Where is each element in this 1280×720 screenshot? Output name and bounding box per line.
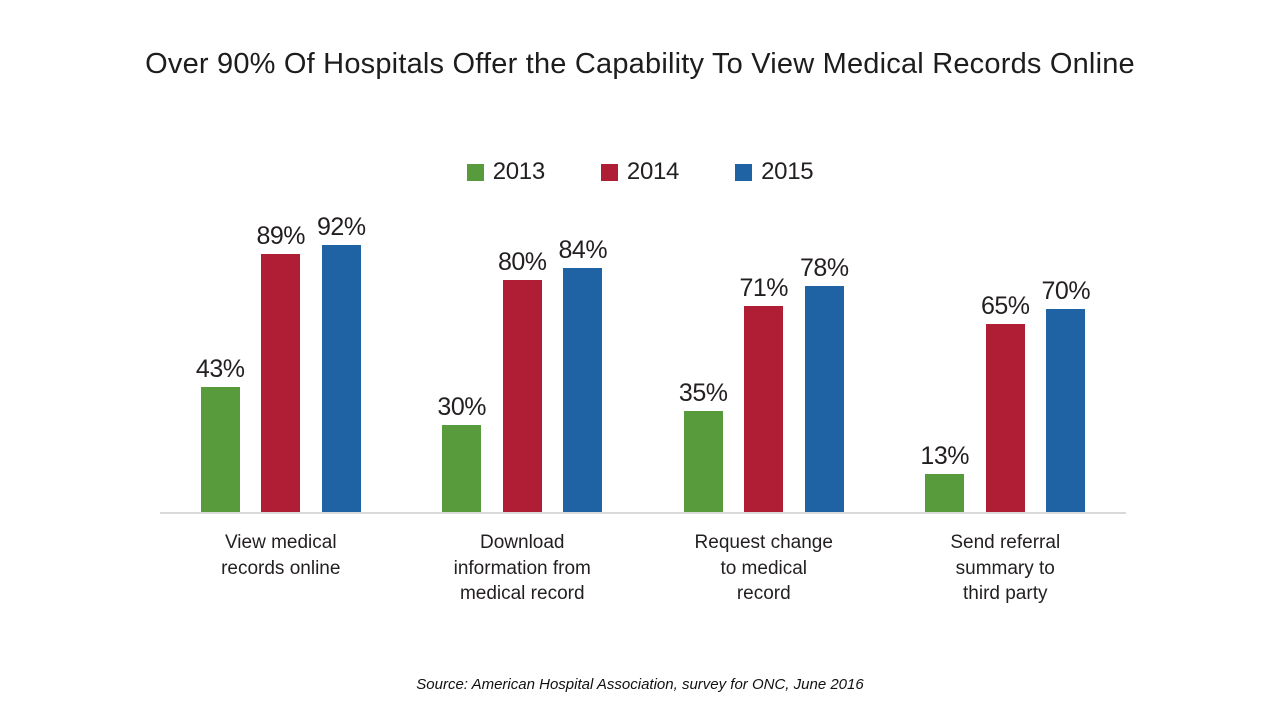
bar-2013	[442, 425, 482, 512]
bar-column: 43%	[196, 222, 245, 512]
bar-value-label: 78%	[800, 253, 849, 282]
bar-column: 78%	[800, 222, 849, 512]
bar-2013	[925, 474, 965, 512]
bar-2015	[804, 285, 844, 512]
bar-column: 65%	[981, 222, 1030, 512]
bar-group: 13% 65% 70%	[885, 222, 1127, 512]
bar-2013	[683, 410, 723, 512]
legend-label: 2013	[492, 158, 546, 185]
bar-value-label: 13%	[920, 442, 969, 471]
legend-swatch-2013	[466, 163, 484, 181]
bar-group: 30% 80% 84%	[402, 222, 644, 512]
bar-2015	[563, 268, 603, 512]
bar-value-label: 43%	[195, 355, 245, 384]
category-axis: View medical records online Download info…	[160, 530, 1126, 607]
bar-column: 71%	[739, 222, 789, 512]
bar-2014	[985, 323, 1025, 512]
bar-chart: 43% 89% 92% 30% 80% 84% 35% 71% 78% 13% 65% 70% Vie…	[160, 215, 1127, 607]
bar-column: 13%	[920, 222, 969, 512]
bar-column: 30%	[437, 222, 486, 512]
bar-value-label: 71%	[739, 274, 789, 303]
bar-2015	[321, 245, 361, 512]
category-label: Send referral summary to third party	[950, 532, 1061, 605]
legend: 2013 2014 2015	[0, 158, 1280, 186]
bar-value-label: 89%	[256, 221, 306, 250]
chart-title: Over 90% Of Hospitals Offer the Capabili…	[145, 48, 1135, 80]
category-label: View medical records online	[221, 532, 341, 579]
bar-column: 35%	[679, 222, 728, 512]
bar-column: 80%	[498, 222, 547, 512]
bar-value-label: 35%	[678, 378, 728, 407]
bar-value-label: 84%	[558, 236, 608, 265]
bar-2014	[502, 280, 542, 512]
bar-column: 92%	[317, 215, 366, 512]
bar-value-label: 80%	[497, 248, 547, 276]
source-note: Source: American Hospital Association, s…	[416, 676, 864, 693]
category-label: Request change to medical record	[694, 532, 833, 605]
legend-item-2015: 2015	[735, 158, 814, 186]
bar-2013	[200, 387, 240, 512]
bar-column: 70%	[1042, 222, 1091, 512]
bar-column: 89%	[256, 221, 306, 512]
bar-column: 84%	[559, 222, 608, 512]
legend-item-2014: 2014	[600, 158, 680, 186]
category-label: Download information from medical record	[453, 532, 591, 605]
plot-area: 43% 89% 92% 30% 80% 84% 35% 71% 78% 13% 65% 70%	[160, 215, 1127, 512]
legend-label: 2014	[626, 158, 680, 185]
bar-group: 43% 89% 92%	[160, 215, 402, 512]
bar-value-label: 65%	[980, 291, 1030, 320]
legend-label: 2015	[761, 158, 814, 185]
bar-2015	[1046, 309, 1086, 512]
bar-value-label: 92%	[317, 213, 366, 242]
legend-swatch-2014	[600, 163, 618, 181]
bar-value-label: 30%	[437, 393, 486, 421]
legend-swatch-2015	[735, 163, 753, 181]
x-axis-line	[160, 512, 1126, 514]
bar-group: 35% 71% 78%	[643, 222, 885, 512]
legend-item-2013: 2013	[466, 158, 546, 186]
bar-2014	[261, 253, 301, 512]
bar-2014	[744, 306, 784, 512]
bar-value-label: 70%	[1041, 277, 1091, 305]
